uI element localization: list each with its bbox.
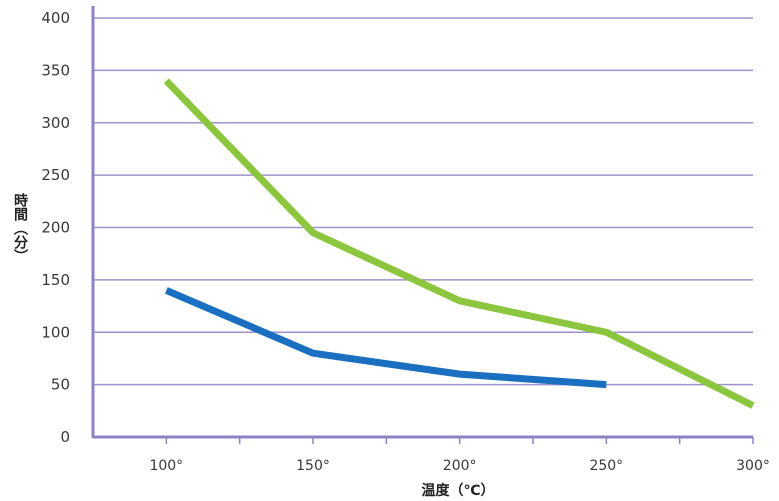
y-axis-title: 時間（分） [12,192,29,263]
y-tick-labels: 0 50 100 150 200 250 300 350 400 [41,9,70,446]
x-tick-250: 250° [589,458,623,474]
y-tick-300: 300 [41,114,70,132]
x-tick-100: 100° [149,458,183,474]
x-axis-title: 温度（℃） [422,482,495,499]
x-tick-200: 200° [443,458,477,474]
x-tick-labels: 100° 150° 200° 250° 300° [149,458,769,474]
series-lines [163,78,755,409]
series-line-2 [164,287,607,389]
y-tick-50: 50 [51,376,70,394]
y-tick-200: 200 [41,219,70,237]
y-tick-100: 100 [41,323,70,341]
y-tick-350: 350 [41,61,70,79]
y-tick-0: 0 [60,428,70,446]
x-tick-300: 300° [736,458,770,474]
y-tick-400: 400 [41,9,70,27]
series-line-1 [163,78,755,409]
grid-lines [93,17,754,444]
x-tick-150: 150° [296,458,330,474]
y-tick-150: 150 [41,271,70,289]
y-tick-250: 250 [41,166,70,184]
